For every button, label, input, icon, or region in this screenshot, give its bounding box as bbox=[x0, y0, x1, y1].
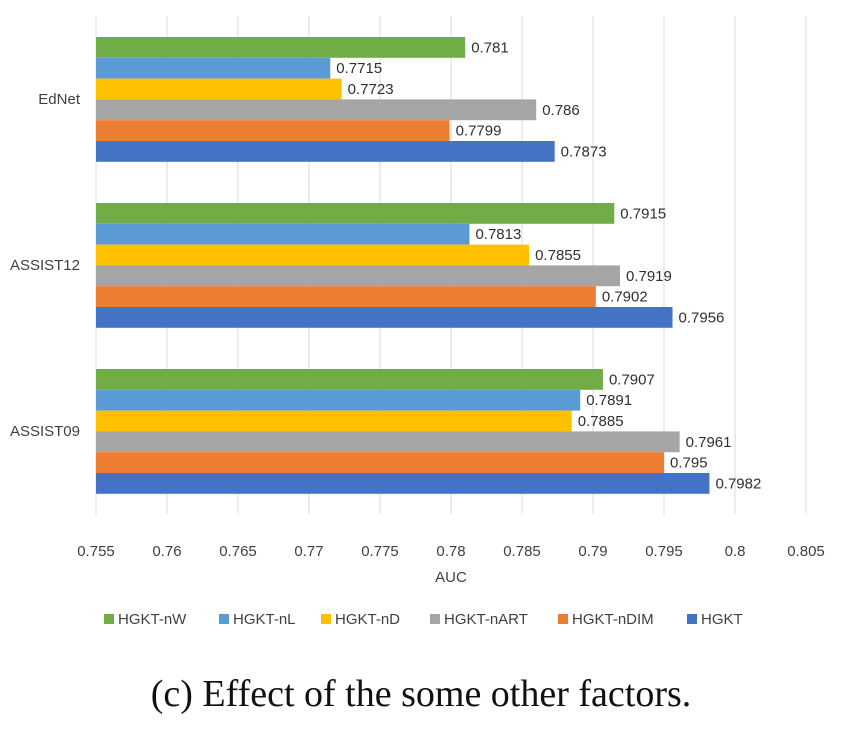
data-label: 0.7961 bbox=[686, 434, 732, 451]
bar bbox=[96, 307, 673, 328]
x-tick-label: 0.77 bbox=[294, 543, 323, 560]
bar bbox=[96, 265, 620, 287]
data-label: 0.781 bbox=[471, 39, 509, 56]
x-tick-label: 0.78 bbox=[436, 543, 465, 560]
bar bbox=[96, 120, 450, 141]
x-tick-label: 0.775 bbox=[361, 543, 399, 560]
data-label: 0.7723 bbox=[348, 81, 394, 98]
legend-label: HGKT-nW bbox=[118, 611, 187, 628]
bar bbox=[96, 389, 581, 411]
bar bbox=[96, 223, 470, 245]
x-tick-label: 0.79 bbox=[578, 543, 607, 560]
data-labels: 0.781 0.7715 0.7723 0.786 0.7799 0.7873 0.7915… bbox=[336, 39, 761, 492]
legend-label: HGKT-nL bbox=[233, 611, 296, 628]
x-tick-label: 0.795 bbox=[645, 543, 683, 560]
bar bbox=[96, 141, 555, 162]
x-axis-title: AUC bbox=[435, 569, 467, 586]
bar bbox=[96, 244, 530, 266]
legend-swatch bbox=[219, 614, 229, 624]
bar bbox=[96, 452, 664, 473]
x-tick-label: 0.805 bbox=[787, 543, 825, 560]
data-label: 0.7873 bbox=[561, 143, 607, 160]
data-label: 0.7902 bbox=[602, 289, 648, 306]
x-tick-label: 0.765 bbox=[219, 543, 257, 560]
bar bbox=[96, 410, 572, 432]
legend-swatch bbox=[558, 614, 568, 624]
data-label: 0.7885 bbox=[578, 413, 624, 430]
category-axis: EdNet ASSIST12 ASSIST09 bbox=[10, 91, 81, 440]
legend-label: HGKT-nART bbox=[444, 611, 528, 628]
data-label: 0.7919 bbox=[626, 268, 672, 285]
figure-caption: (c) Effect of the some other factors. bbox=[150, 673, 692, 715]
category-label: ASSIST09 bbox=[10, 423, 80, 440]
value-axis: 0.755 0.76 0.765 0.77 0.775 0.78 0.785 0.79 0.79… bbox=[77, 543, 825, 560]
bar bbox=[96, 431, 680, 453]
data-label: 0.7907 bbox=[609, 371, 655, 388]
data-label: 0.7891 bbox=[586, 392, 632, 409]
x-tick-label: 0.76 bbox=[152, 543, 181, 560]
data-label: 0.7956 bbox=[679, 309, 725, 326]
category-label: ASSIST12 bbox=[10, 257, 80, 274]
data-label: 0.7982 bbox=[715, 475, 761, 492]
data-label: 0.7799 bbox=[456, 123, 502, 140]
bar bbox=[96, 286, 596, 307]
bar-chart: 0.781 0.7715 0.7723 0.786 0.7799 0.7873 0.7915… bbox=[10, 16, 825, 628]
legend-label: HGKT-nDIM bbox=[572, 611, 654, 628]
legend-swatch bbox=[687, 614, 697, 624]
bar bbox=[96, 473, 710, 494]
bar bbox=[96, 369, 603, 390]
legend: HGKT-nW HGKT-nL HGKT-nD HGKT-nART HGKT-nDIM H… bbox=[104, 611, 743, 628]
data-label: 0.7813 bbox=[475, 226, 521, 243]
bar bbox=[96, 203, 615, 224]
bar bbox=[96, 37, 466, 58]
bar bbox=[96, 78, 342, 100]
legend-swatch bbox=[104, 614, 114, 624]
data-label: 0.7715 bbox=[336, 60, 382, 77]
data-label: 0.786 bbox=[542, 102, 580, 119]
x-tick-label: 0.785 bbox=[503, 543, 541, 560]
bar bbox=[96, 99, 537, 121]
bars bbox=[96, 37, 710, 494]
legend-swatch bbox=[321, 614, 331, 624]
category-label: EdNet bbox=[38, 91, 81, 108]
data-label: 0.7915 bbox=[620, 205, 666, 222]
data-label: 0.7855 bbox=[535, 247, 581, 264]
x-tick-label: 0.755 bbox=[77, 543, 115, 560]
x-tick-label: 0.8 bbox=[725, 543, 746, 560]
legend-label: HGKT-nD bbox=[335, 611, 400, 628]
bar bbox=[96, 57, 331, 79]
legend-swatch bbox=[430, 614, 440, 624]
data-label: 0.795 bbox=[670, 455, 708, 472]
legend-label: HGKT bbox=[701, 611, 743, 628]
